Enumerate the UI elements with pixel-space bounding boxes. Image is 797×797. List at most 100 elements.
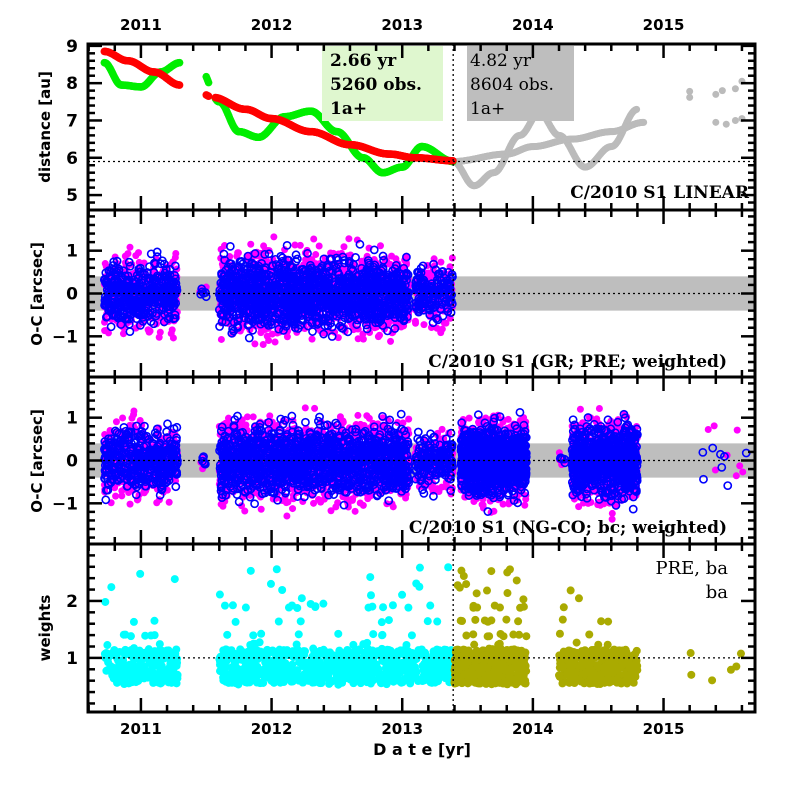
residual-point-open bbox=[283, 255, 292, 265]
distance-point-extra bbox=[731, 85, 739, 93]
x-tick-label-bottom: 2011 bbox=[120, 720, 162, 738]
residual-point-open bbox=[225, 241, 235, 251]
residual-point-filled bbox=[374, 333, 382, 341]
residual-point-open bbox=[118, 309, 128, 319]
residual-point-filled bbox=[354, 325, 362, 333]
residual-point-open bbox=[222, 310, 232, 320]
distance-point-extra bbox=[686, 87, 694, 95]
residual-point-open bbox=[219, 249, 229, 259]
residual-point-open bbox=[335, 321, 345, 331]
residual-point-open bbox=[152, 247, 162, 257]
residual-point-filled bbox=[345, 235, 353, 243]
residual-point-filled bbox=[251, 340, 259, 348]
distance-point-extra bbox=[686, 93, 694, 101]
residual-point-filled bbox=[340, 243, 348, 251]
residual-point-filled bbox=[168, 326, 176, 334]
residual-point-open bbox=[292, 254, 302, 264]
residual-point-filled bbox=[281, 246, 289, 254]
residual-point-open bbox=[136, 263, 145, 273]
residual-point-open bbox=[167, 290, 176, 300]
residual-point-open bbox=[355, 239, 365, 249]
residual-point-filled bbox=[312, 251, 320, 259]
distance-point-extra bbox=[712, 118, 720, 126]
residual-point-open bbox=[109, 294, 119, 304]
top-x-tick-labels: 2011 2012 2013 2014 2015 bbox=[120, 16, 684, 34]
residual-point-open bbox=[324, 300, 334, 310]
distance-point-extra bbox=[640, 118, 648, 126]
residual-point-open bbox=[252, 298, 261, 307]
residual-point-open bbox=[370, 265, 379, 275]
residual-point-filled bbox=[270, 233, 278, 241]
residual-point-open bbox=[223, 304, 233, 314]
residual-point-filled bbox=[387, 337, 395, 345]
residual-point-open bbox=[108, 290, 117, 300]
residual-point-open bbox=[319, 329, 329, 339]
residual-point-open bbox=[101, 299, 110, 309]
residual-point-filled bbox=[433, 324, 441, 332]
residual-point-open bbox=[333, 255, 343, 265]
residual-point-open bbox=[109, 257, 119, 267]
residual-point-filled bbox=[376, 242, 384, 250]
residual-point-filled bbox=[271, 338, 279, 346]
x-tick-label-top: 2014 bbox=[512, 16, 554, 34]
residual-point-open bbox=[116, 300, 126, 310]
bottom-x-tick-labels: 2011 2012 2013 2014 2015 bbox=[120, 720, 684, 738]
residual-point-open bbox=[170, 261, 180, 271]
residual-point-open bbox=[276, 251, 286, 261]
residual-point-open bbox=[215, 322, 224, 331]
residual-point-open bbox=[149, 258, 159, 268]
residual-point-open bbox=[378, 251, 388, 261]
residual-point-open bbox=[166, 286, 176, 295]
residual-point-open bbox=[282, 241, 292, 250]
residual-point-open bbox=[143, 312, 153, 321]
residual-point-open bbox=[264, 249, 274, 259]
x-tick-label-bottom: 2014 bbox=[512, 720, 554, 738]
x-tick-label-top: 2011 bbox=[120, 16, 162, 34]
x-tick-label-top: 2013 bbox=[381, 16, 423, 34]
residual-point-open bbox=[157, 256, 167, 266]
residual-point-filled bbox=[101, 327, 109, 335]
residual-point-open bbox=[261, 312, 271, 322]
residual-point-open bbox=[340, 255, 349, 265]
residual-point-open bbox=[233, 321, 242, 331]
residual-point-open bbox=[402, 292, 412, 302]
residual-point-open bbox=[101, 268, 111, 278]
residual-point-filled bbox=[217, 335, 225, 343]
residual-point-filled bbox=[354, 335, 362, 343]
residual-point-filled bbox=[283, 333, 291, 341]
residual-point-open bbox=[285, 261, 295, 270]
residual-point-open bbox=[144, 291, 153, 301]
residual-point-open bbox=[347, 264, 356, 274]
residual-point-open bbox=[399, 274, 409, 284]
residual-point-open bbox=[260, 249, 270, 259]
x-tick-label-bottom: 2015 bbox=[643, 720, 685, 738]
residual-point-open bbox=[146, 276, 155, 285]
residual-point-open bbox=[340, 313, 350, 323]
residual-point-open bbox=[303, 249, 312, 258]
residual-point-filled bbox=[412, 319, 420, 327]
residual-point-open bbox=[244, 333, 254, 343]
residual-point-open bbox=[369, 245, 379, 255]
residual-point-open bbox=[357, 263, 366, 273]
residual-point-open bbox=[274, 264, 284, 273]
residual-point-open bbox=[152, 271, 162, 281]
residual-point-open bbox=[234, 313, 244, 323]
residual-point-open bbox=[274, 324, 284, 334]
residual-point-filled bbox=[121, 252, 129, 260]
distance-point-geocentric bbox=[204, 78, 213, 87]
distance-point-heliocentric bbox=[204, 92, 213, 101]
residual-point-open bbox=[114, 266, 124, 276]
residual-point-open bbox=[338, 324, 348, 333]
residual-point-open bbox=[304, 301, 314, 311]
residual-point-open bbox=[135, 267, 145, 277]
residual-point-filled bbox=[392, 255, 400, 263]
residual-point-open bbox=[363, 278, 373, 287]
residual-point-filled bbox=[247, 240, 255, 248]
residual-point-open bbox=[137, 310, 146, 320]
residual-point-open bbox=[362, 320, 371, 330]
residual-point-filled bbox=[126, 243, 134, 251]
residual-point-open bbox=[400, 306, 409, 316]
residual-point-filled bbox=[155, 333, 163, 341]
distance-point-heliocentric bbox=[175, 81, 184, 89]
residual-point-filled bbox=[315, 242, 323, 250]
